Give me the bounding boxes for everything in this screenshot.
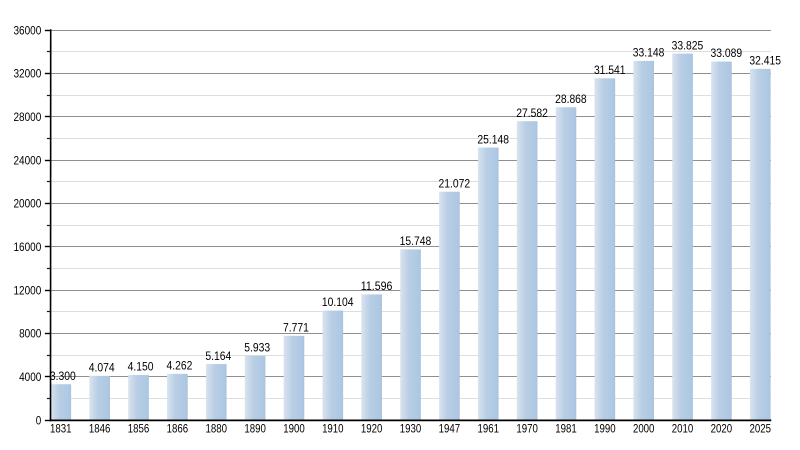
svg-text:1831: 1831	[50, 421, 72, 435]
svg-text:11.596: 11.596	[361, 279, 393, 293]
svg-text:33.148: 33.148	[633, 46, 665, 60]
svg-text:0: 0	[36, 413, 42, 427]
svg-text:28.868: 28.868	[555, 92, 587, 106]
svg-text:1856: 1856	[128, 421, 150, 435]
svg-text:2025: 2025	[750, 421, 772, 435]
svg-text:33.089: 33.089	[711, 46, 743, 60]
svg-text:4.150: 4.150	[128, 360, 154, 374]
svg-text:4.262: 4.262	[166, 359, 192, 373]
svg-text:31.541: 31.541	[594, 63, 626, 77]
svg-text:1846: 1846	[89, 421, 111, 435]
svg-text:3.300: 3.300	[50, 369, 76, 383]
svg-text:4.074: 4.074	[89, 361, 115, 375]
svg-text:1930: 1930	[400, 421, 422, 435]
svg-text:1890: 1890	[244, 421, 266, 435]
svg-text:2020: 2020	[711, 421, 733, 435]
svg-text:33.825: 33.825	[672, 38, 704, 52]
svg-text:16000: 16000	[14, 240, 42, 254]
svg-text:24000: 24000	[14, 153, 42, 167]
svg-text:15.748: 15.748	[400, 234, 432, 248]
svg-text:1970: 1970	[516, 421, 538, 435]
svg-text:5.933: 5.933	[244, 340, 270, 354]
svg-text:21.072: 21.072	[439, 176, 471, 190]
svg-text:10.104: 10.104	[322, 295, 354, 309]
svg-text:25.148: 25.148	[477, 132, 509, 146]
svg-text:32000: 32000	[14, 67, 42, 81]
svg-text:1900: 1900	[283, 421, 305, 435]
svg-text:2010: 2010	[672, 421, 694, 435]
svg-text:32.415: 32.415	[749, 54, 781, 68]
svg-text:1866: 1866	[167, 421, 189, 435]
svg-text:1981: 1981	[555, 421, 577, 435]
svg-text:8000: 8000	[19, 327, 41, 341]
svg-text:1947: 1947	[439, 421, 461, 435]
svg-text:2000: 2000	[633, 421, 655, 435]
svg-text:1910: 1910	[322, 421, 344, 435]
svg-text:1961: 1961	[478, 421, 500, 435]
svg-text:12000: 12000	[14, 283, 42, 297]
svg-text:1880: 1880	[205, 421, 227, 435]
svg-text:1990: 1990	[594, 421, 616, 435]
svg-text:7.771: 7.771	[283, 321, 309, 335]
svg-text:1920: 1920	[361, 421, 383, 435]
svg-text:20000: 20000	[14, 197, 42, 211]
svg-text:28000: 28000	[14, 110, 42, 124]
svg-text:27.582: 27.582	[516, 106, 548, 120]
svg-text:36000: 36000	[14, 23, 42, 37]
svg-text:4000: 4000	[19, 370, 41, 384]
svg-text:5.164: 5.164	[205, 349, 231, 363]
